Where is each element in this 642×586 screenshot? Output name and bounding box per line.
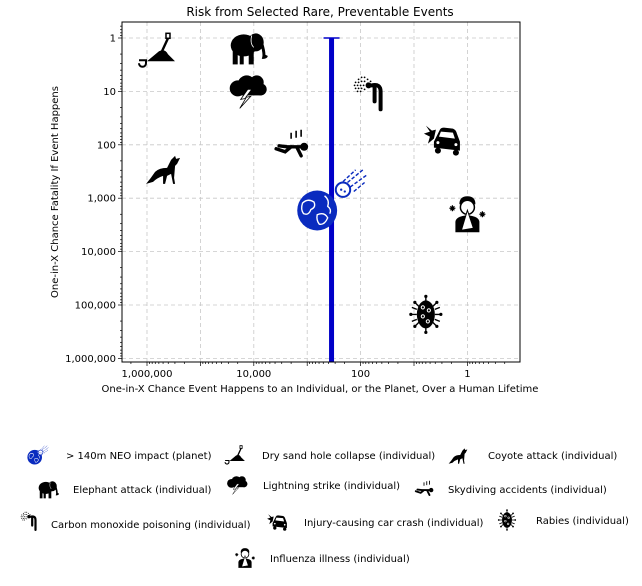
y-tick-label: 1,000 (87, 194, 116, 205)
legend-item: Injury-causing car crash (individual) (267, 514, 483, 531)
car-crash-icon (423, 125, 460, 156)
elephant-icon (229, 31, 268, 66)
legend-item: Skydiving accidents (individual) (414, 479, 607, 496)
legend-label: Rabies (individual) (536, 516, 629, 527)
axes: 1,000,000 10,000 100 1 1 10 100 1,000 10,000 100,… (65, 25, 506, 380)
coyote-icon (448, 448, 468, 464)
legend-item: Elephant attack (individual) (37, 480, 211, 500)
lightning-cloud-icon (229, 75, 268, 109)
data-points (137, 31, 487, 335)
y-tick-label: 100,000 (75, 301, 116, 312)
elephant-icon (37, 480, 59, 500)
lightning-cloud-icon (226, 475, 248, 495)
y-tick-label: 1,000,000 (65, 354, 116, 365)
sick-person-icon (448, 195, 487, 234)
earth-comet-icon (27, 446, 48, 465)
x-tick-label: 100 (351, 369, 370, 380)
legend-item: Influenza illness (individual) (234, 547, 410, 569)
x-tick-label: 1,000,000 (122, 369, 173, 380)
legend-item: Rabies (individual) (497, 509, 629, 531)
legend-label: Carbon monoxide poisoning (individual) (51, 520, 251, 531)
grid-lines (122, 22, 520, 362)
chart-title: Risk from Selected Rare, Preventable Eve… (186, 5, 453, 19)
legend-item: Lightning strike (individual) (226, 475, 400, 495)
legend-label: Skydiving accidents (individual) (448, 485, 607, 496)
legend-label: Lightning strike (individual) (263, 481, 400, 492)
legend-item: > 140m NEO impact (planet) (27, 446, 212, 465)
skydiver-icon (274, 128, 310, 158)
y-tick-label: 10,000 (81, 247, 116, 258)
y-tick-label: 1 (110, 34, 116, 45)
legend-label: Coyote attack (individual) (488, 451, 617, 462)
sick-person-icon (234, 547, 256, 569)
legend-label: Dry sand hole collapse (individual) (262, 451, 435, 462)
comet-icon (334, 168, 368, 198)
y-tick-label: 10 (103, 87, 116, 98)
sand-hole-icon (224, 444, 246, 465)
x-tick-label: 1 (464, 369, 470, 380)
y-axis-label: One-in-X Chance Fatality If Event Happen… (50, 86, 61, 298)
coyote-icon (146, 155, 181, 184)
legend-item: Carbon monoxide poisoning (individual) (19, 510, 251, 531)
legend-item: Coyote attack (individual) (448, 448, 617, 464)
legend-label: Injury-causing car crash (individual) (304, 518, 483, 529)
x-axis-label: One-in-X Chance Event Happens to an Indi… (102, 384, 539, 395)
car-crash-icon (267, 514, 287, 531)
plot-frame (121, 21, 521, 363)
carbon-monoxide-icon (351, 74, 383, 112)
skydiver-icon (414, 479, 435, 496)
legend: > 140m NEO impact (planet) Dry sand hole … (19, 444, 629, 569)
legend-label: > 140m NEO impact (planet) (66, 451, 212, 462)
y-tick-label: 100 (97, 140, 116, 151)
virus-icon (408, 294, 444, 335)
x-tick-label: 10,000 (236, 369, 271, 380)
virus-icon (497, 509, 517, 531)
legend-label: Elephant attack (individual) (73, 485, 211, 496)
legend-label: Influenza illness (individual) (270, 554, 410, 565)
earth-icon (296, 189, 338, 232)
legend-item: Dry sand hole collapse (individual) (224, 444, 435, 465)
carbon-monoxide-icon (19, 510, 37, 531)
